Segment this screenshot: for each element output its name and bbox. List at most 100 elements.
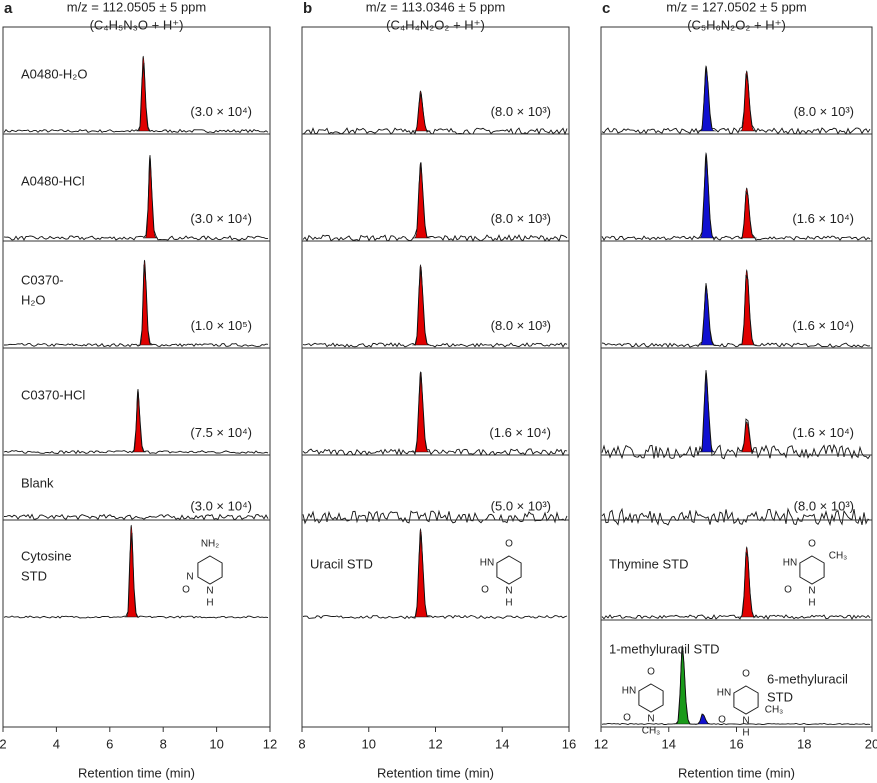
peak: [738, 269, 757, 346]
scale-label: (3.0 × 10⁴): [190, 498, 252, 513]
trace: [3, 389, 269, 455]
ring: [799, 555, 825, 585]
atom-label: N: [742, 716, 749, 727]
scale-label: (7.5 × 10⁴): [190, 425, 252, 440]
trace-label: C0370-: [21, 273, 64, 288]
x-tick-label: 10: [209, 736, 223, 751]
trace-label: STD: [21, 568, 47, 583]
peak: [738, 421, 757, 453]
panel-subtitle: (C₄H₅N₃O + H⁺): [90, 17, 184, 32]
trace: [302, 531, 568, 620]
ring: [638, 683, 664, 713]
atom-label: CH₃: [829, 551, 848, 562]
trace: [601, 647, 871, 725]
scale-label: (8.0 × 10³): [491, 318, 551, 333]
trace-label: A0480-H₂O: [21, 67, 87, 82]
peak: [738, 187, 757, 239]
x-axis-label: Retention time (min): [78, 765, 195, 780]
trace-label: Cytosine: [21, 548, 72, 563]
atom-label: O: [718, 715, 726, 726]
panel-subtitle: (C₅H₆N₂O₂ + H⁺): [687, 17, 786, 32]
x-tick-label: 12: [594, 736, 608, 751]
scale-label: (8.0 × 10³): [794, 104, 854, 119]
trace-label: 1-methyluracil STD: [609, 641, 720, 656]
x-tick-label: 12: [263, 736, 277, 751]
trace: [302, 162, 568, 243]
peak: [738, 546, 757, 618]
ring: [496, 555, 522, 585]
atom-label: O: [481, 585, 489, 596]
x-tick-label: 18: [797, 736, 811, 751]
atom-label: H: [808, 598, 815, 609]
atom-label: O: [647, 667, 655, 678]
trace: [3, 513, 269, 521]
atom-label: NH₂: [201, 539, 219, 550]
ring: [733, 685, 759, 715]
trace: [3, 532, 269, 619]
trace-label: 6-methyluracil: [767, 671, 848, 686]
scale-label: (8.0 × 10³): [491, 211, 551, 226]
trace: [3, 62, 269, 134]
panel-letter: a: [4, 0, 13, 17]
scale-label: (3.0 × 10⁴): [190, 104, 252, 119]
atom-label: O: [182, 585, 190, 596]
x-tick-label: 12: [428, 736, 442, 751]
atom-label: H: [742, 728, 749, 739]
x-axis-label: Retention time (min): [377, 765, 494, 780]
panel-frame: [600, 26, 873, 728]
atom-label: N: [647, 714, 654, 725]
scale-label: (1.6 × 10⁴): [792, 318, 854, 333]
atom-label: O: [623, 713, 631, 724]
atom-label: CH₃: [642, 726, 661, 737]
trace: [601, 370, 871, 460]
panel-title: m/z = 127.0502 ± 5 ppm: [666, 0, 806, 14]
trace: [601, 154, 871, 241]
trace-label: H₂O: [21, 293, 46, 308]
trace: [302, 509, 568, 525]
panel-subtitle: (C₄H₄N₂O₂ + H⁺): [386, 17, 485, 32]
trace-label: Blank: [21, 476, 54, 491]
scale-label: (8.0 × 10³): [491, 104, 551, 119]
trace: [302, 372, 568, 457]
atom-label: HN: [717, 688, 731, 699]
atom-label: O: [505, 539, 513, 550]
atom-label: O: [742, 669, 750, 680]
scale-label: (1.0 × 10⁵): [191, 318, 252, 333]
atom-label: HN: [480, 558, 494, 569]
peak: [412, 162, 431, 239]
trace-label: A0480-HCl: [21, 174, 85, 189]
atom-label: O: [808, 539, 816, 550]
atom-label: N: [206, 586, 213, 597]
panel-title: m/z = 112.0505 ± 5 ppm: [67, 0, 207, 14]
trace-label: STD: [767, 689, 793, 704]
atom-label: N: [808, 586, 815, 597]
trace-label: C0370-HCl: [21, 388, 85, 403]
trace-label: Uracil STD: [310, 556, 373, 571]
x-tick-label: 20: [865, 736, 877, 751]
peak: [697, 151, 717, 239]
trace: [3, 155, 269, 241]
trace: [4, 264, 269, 348]
atom-label: O: [784, 585, 792, 596]
x-tick-label: 14: [662, 736, 676, 751]
atom-label: N: [505, 586, 512, 597]
trace: [601, 66, 871, 136]
trace: [302, 266, 568, 348]
x-tick-label: 8: [160, 736, 167, 751]
scale-label: (5.0 × 10³): [491, 498, 551, 513]
panel-letter: b: [303, 0, 312, 17]
trace-label: Thymine STD: [609, 556, 688, 571]
scale-label: (1.6 × 10⁴): [489, 425, 551, 440]
x-tick-label: 10: [362, 736, 376, 751]
scale-label: (8.0 × 10³): [794, 498, 854, 513]
peak: [738, 70, 757, 132]
x-tick-label: 8: [298, 736, 305, 751]
atom-label: HN: [622, 686, 636, 697]
x-tick-label: 14: [495, 736, 509, 751]
panel-frame: [2, 26, 271, 728]
x-tick-label: 6: [106, 736, 113, 751]
atom-label: H: [206, 598, 213, 609]
panel-letter: c: [602, 0, 610, 17]
x-tick-label: 4: [53, 736, 60, 751]
